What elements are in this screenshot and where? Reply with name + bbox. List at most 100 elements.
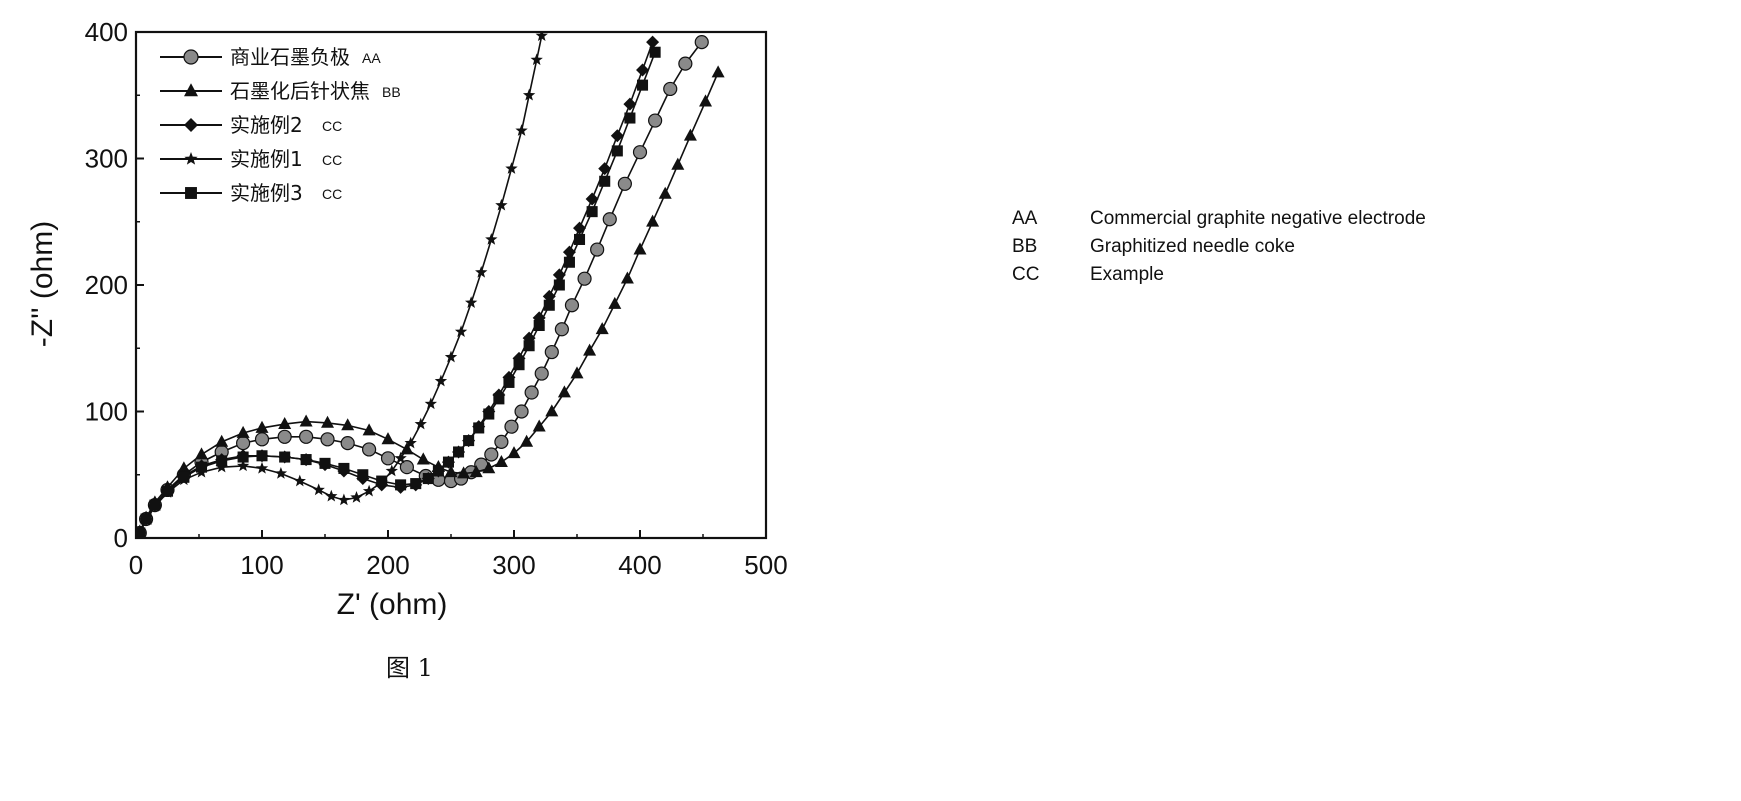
data-point [338,463,349,474]
legend-code: CC [322,186,342,202]
data-point [141,514,152,525]
y-axis-title: -Z'' (ohm) [26,221,59,347]
data-point [514,359,525,370]
data-point [178,472,189,483]
data-point [216,455,227,466]
series-layer [133,29,724,539]
data-point [565,299,578,312]
data-point [650,47,661,58]
data-point [363,485,375,497]
data-point [679,57,692,70]
data-point [445,351,457,363]
data-point [423,473,434,484]
data-point [435,375,447,387]
key-text: Example [1090,264,1164,285]
x-tick-label: 0 [129,550,143,580]
data-point [465,296,477,308]
data-point [699,94,712,106]
data-point [313,483,325,495]
data-point [495,199,507,211]
data-point [256,462,268,474]
data-point [515,405,528,418]
data-point [624,112,635,123]
data-point [603,213,616,226]
data-point [664,82,677,95]
data-point [376,476,387,487]
key-text: Commercial graphite negative electrode [1090,208,1426,229]
data-point [618,177,631,190]
data-point [587,206,598,217]
legend-label: 商业石墨负极 [230,45,350,69]
data-point [475,266,487,278]
data-point [321,433,334,446]
data-point [321,416,334,428]
legend-entry: 商业石墨负极 AA [160,45,381,69]
data-point [275,467,287,479]
x-axis-title: Z' (ohm) [337,588,448,621]
data-point [350,491,362,503]
data-point [425,397,437,409]
legend: 商业石墨负极AA石墨化后针状焦BB实施例2CC实施例1CC实施例3CC [160,45,401,205]
data-point [196,462,207,473]
data-point [637,80,648,91]
data-point [453,446,464,457]
data-point [544,300,555,311]
data-point [608,297,621,309]
data-point [555,323,568,336]
data-point [363,443,376,456]
data-point [395,479,406,490]
data-point [659,187,672,199]
legend-label: 实施例2 [230,113,303,137]
key-code: AA [1012,208,1090,230]
data-point [525,386,538,399]
data-point [596,322,609,334]
y-tick-label: 100 [85,397,128,427]
key-row: BBGraphitized needle coke [1012,236,1426,264]
key-code: BB [1012,236,1090,258]
y-tick-label: 200 [85,270,128,300]
data-point [338,494,350,506]
data-point [545,346,558,359]
data-point [634,146,647,159]
data-point [341,437,354,450]
data-point [646,36,659,49]
legend-entry: 实施例1CC [160,147,342,171]
data-point [571,366,584,378]
data-point [294,475,306,487]
legend-entry: 实施例3CC [160,181,342,205]
key-code: CC [1012,264,1090,286]
data-point [325,490,337,502]
data-point [386,464,398,476]
data-point [646,215,659,227]
data-point [300,414,313,426]
x-tick-label: 100 [240,550,283,580]
data-point [237,437,250,450]
data-point [505,420,518,433]
legend-code: CC [322,118,342,134]
legend-marker [184,50,198,64]
legend-marker [185,187,197,199]
legend-code: AA [362,50,381,66]
data-point [195,447,208,459]
data-point [545,404,558,416]
data-point [495,435,508,448]
legend-marker [184,152,197,165]
data-point [493,393,504,404]
data-point [534,320,545,331]
data-point [554,279,565,290]
data-point [256,450,267,461]
data-point [583,344,596,356]
data-point [558,385,571,397]
key-row: CCExample [1012,264,1426,292]
legend-label: 石墨化后针状焦 [230,79,370,103]
data-point [599,176,610,187]
figure-caption: 图 1 [386,648,433,683]
legend-marker [184,83,198,96]
y-tick-label: 300 [85,144,128,174]
x-tick-label: 300 [492,550,535,580]
data-point [238,452,249,463]
data-point [443,457,454,468]
data-point [684,129,697,141]
data-point [564,257,575,268]
axis-ticks: 01002003004005000100200300400 [85,17,788,580]
